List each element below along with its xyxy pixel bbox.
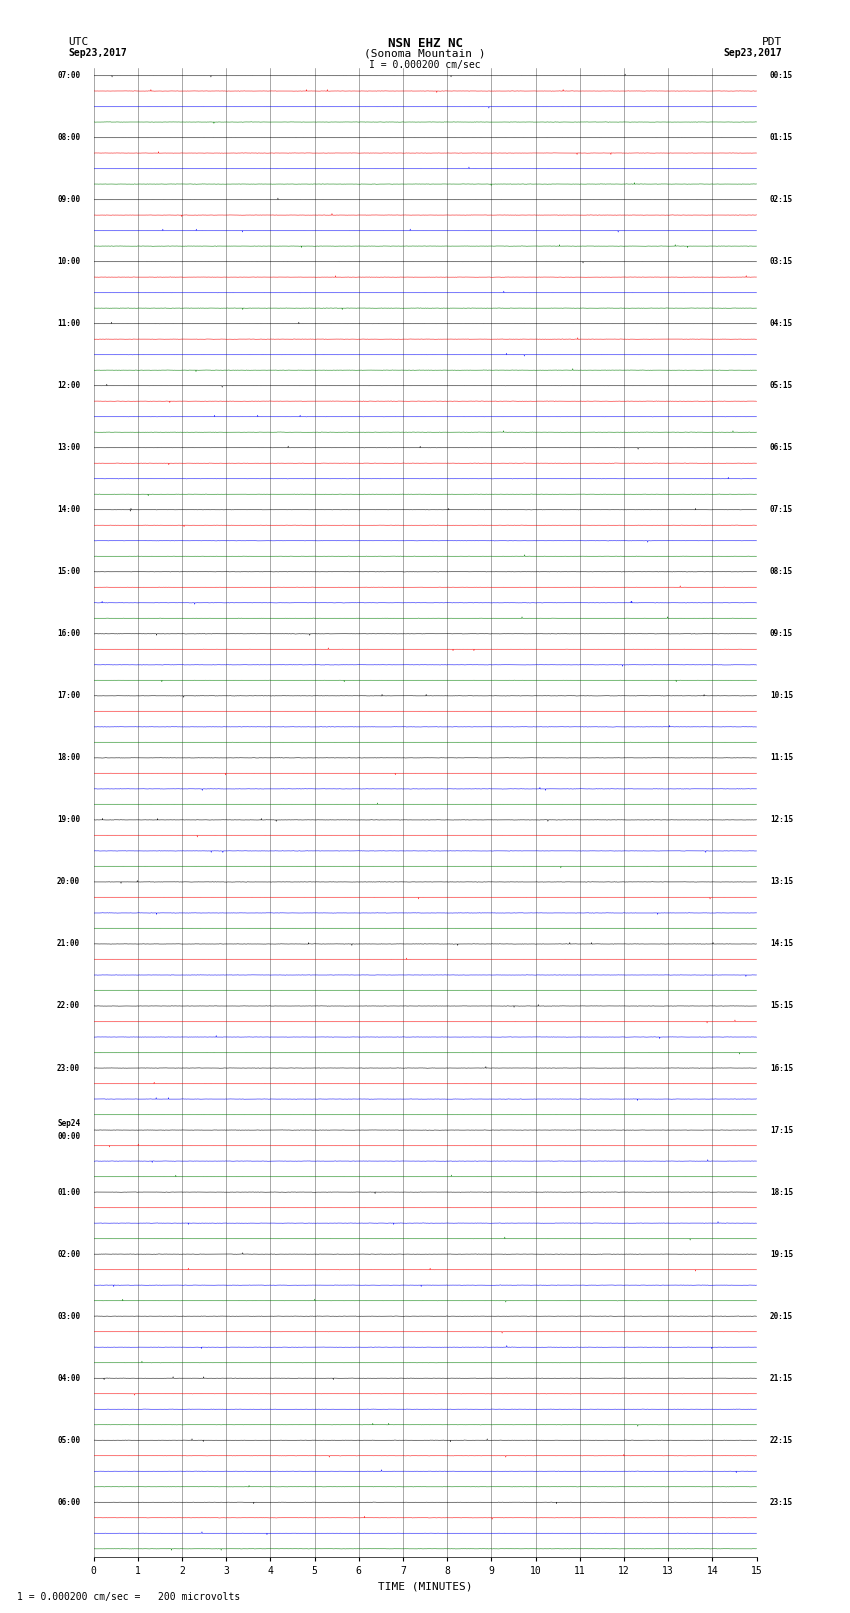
Text: 01:15: 01:15 bbox=[770, 132, 793, 142]
Text: 18:00: 18:00 bbox=[57, 753, 80, 763]
Text: Sep23,2017: Sep23,2017 bbox=[68, 48, 127, 58]
Text: 14:15: 14:15 bbox=[770, 939, 793, 948]
Text: 23:00: 23:00 bbox=[57, 1063, 80, 1073]
Text: 15:15: 15:15 bbox=[770, 1002, 793, 1010]
Text: 08:15: 08:15 bbox=[770, 568, 793, 576]
Text: 07:00: 07:00 bbox=[57, 71, 80, 81]
Text: 05:00: 05:00 bbox=[57, 1436, 80, 1445]
Text: 20:15: 20:15 bbox=[770, 1311, 793, 1321]
Text: 16:15: 16:15 bbox=[770, 1063, 793, 1073]
Text: 22:15: 22:15 bbox=[770, 1436, 793, 1445]
Text: 04:00: 04:00 bbox=[57, 1374, 80, 1382]
Text: 15:00: 15:00 bbox=[57, 568, 80, 576]
Text: 17:00: 17:00 bbox=[57, 692, 80, 700]
Text: 14:00: 14:00 bbox=[57, 505, 80, 515]
Text: 11:15: 11:15 bbox=[770, 753, 793, 763]
Text: 12:00: 12:00 bbox=[57, 381, 80, 390]
Text: 02:15: 02:15 bbox=[770, 195, 793, 205]
Text: 03:15: 03:15 bbox=[770, 256, 793, 266]
Text: 10:00: 10:00 bbox=[57, 256, 80, 266]
Text: 21:15: 21:15 bbox=[770, 1374, 793, 1382]
Text: Sep23,2017: Sep23,2017 bbox=[723, 48, 782, 58]
Text: 13:00: 13:00 bbox=[57, 444, 80, 452]
Text: 20:00: 20:00 bbox=[57, 877, 80, 887]
Text: 10:15: 10:15 bbox=[770, 692, 793, 700]
Text: 07:15: 07:15 bbox=[770, 505, 793, 515]
Text: 19:15: 19:15 bbox=[770, 1250, 793, 1258]
Text: 00:00: 00:00 bbox=[57, 1132, 80, 1142]
X-axis label: TIME (MINUTES): TIME (MINUTES) bbox=[377, 1581, 473, 1590]
Text: (Sonoma Mountain ): (Sonoma Mountain ) bbox=[365, 48, 485, 58]
Text: I = 0.000200 cm/sec: I = 0.000200 cm/sec bbox=[369, 60, 481, 69]
Text: NSN EHZ NC: NSN EHZ NC bbox=[388, 37, 462, 50]
Text: 19:00: 19:00 bbox=[57, 816, 80, 824]
Text: 23:15: 23:15 bbox=[770, 1498, 793, 1507]
Text: 18:15: 18:15 bbox=[770, 1187, 793, 1197]
Text: 21:00: 21:00 bbox=[57, 939, 80, 948]
Text: 09:15: 09:15 bbox=[770, 629, 793, 639]
Text: 01:00: 01:00 bbox=[57, 1187, 80, 1197]
Text: 22:00: 22:00 bbox=[57, 1002, 80, 1010]
Text: 02:00: 02:00 bbox=[57, 1250, 80, 1258]
Text: 05:15: 05:15 bbox=[770, 381, 793, 390]
Text: 17:15: 17:15 bbox=[770, 1126, 793, 1134]
Text: 08:00: 08:00 bbox=[57, 132, 80, 142]
Text: Sep24: Sep24 bbox=[57, 1119, 80, 1127]
Text: 06:15: 06:15 bbox=[770, 444, 793, 452]
Text: PDT: PDT bbox=[762, 37, 782, 47]
Text: 16:00: 16:00 bbox=[57, 629, 80, 639]
Text: 00:15: 00:15 bbox=[770, 71, 793, 81]
Text: 09:00: 09:00 bbox=[57, 195, 80, 205]
Text: 1 = 0.000200 cm/sec =   200 microvolts: 1 = 0.000200 cm/sec = 200 microvolts bbox=[17, 1592, 241, 1602]
Text: 04:15: 04:15 bbox=[770, 319, 793, 327]
Text: UTC: UTC bbox=[68, 37, 88, 47]
Text: 13:15: 13:15 bbox=[770, 877, 793, 887]
Text: 12:15: 12:15 bbox=[770, 816, 793, 824]
Text: 11:00: 11:00 bbox=[57, 319, 80, 327]
Text: 03:00: 03:00 bbox=[57, 1311, 80, 1321]
Text: 06:00: 06:00 bbox=[57, 1498, 80, 1507]
